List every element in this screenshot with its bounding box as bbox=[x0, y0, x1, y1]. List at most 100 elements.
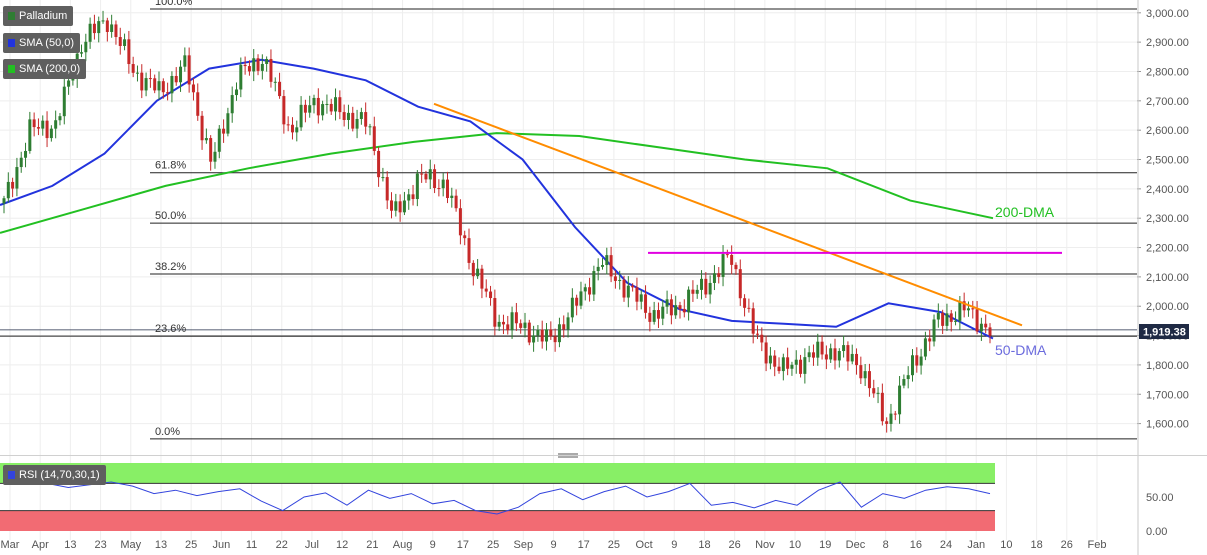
candle-body bbox=[394, 201, 398, 211]
candle-body bbox=[803, 357, 807, 374]
candle-body bbox=[308, 105, 312, 113]
rsi-panel: 0.00 50.00 bbox=[0, 463, 1174, 538]
candle-body bbox=[545, 329, 549, 342]
legend-sma200-label: SMA (200,0) bbox=[19, 63, 81, 75]
candle-body bbox=[58, 116, 62, 121]
candle-body bbox=[153, 78, 157, 91]
candle-body bbox=[842, 345, 846, 352]
x-tick-label: 24 bbox=[940, 539, 952, 551]
candle-body bbox=[243, 64, 247, 67]
candle-body bbox=[454, 195, 458, 209]
y-tick-label: 2,900.00 bbox=[1146, 37, 1189, 49]
candle-body bbox=[67, 80, 71, 87]
candle-body bbox=[123, 39, 127, 46]
candle-body bbox=[191, 84, 195, 93]
candle-body bbox=[239, 64, 243, 90]
fib-label: 38.2% bbox=[155, 261, 186, 273]
candle-body bbox=[303, 104, 307, 113]
panel-divider-handle[interactable] bbox=[558, 453, 578, 458]
candle-body bbox=[476, 268, 480, 277]
candle-body bbox=[183, 55, 187, 67]
legend-rsi[interactable]: RSI (14,70,30,1) bbox=[3, 465, 106, 485]
rsi-y-tick-label: 0.00 bbox=[1146, 526, 1167, 538]
x-tick-label: 9 bbox=[550, 539, 556, 551]
candle-body bbox=[910, 355, 914, 376]
candle-body bbox=[743, 298, 747, 308]
candle-body bbox=[235, 89, 239, 96]
candles bbox=[2, 10, 992, 433]
candle-body bbox=[11, 181, 15, 189]
candle-body bbox=[209, 138, 213, 162]
candle-body bbox=[299, 104, 303, 128]
candle-body bbox=[549, 329, 553, 337]
candle-body bbox=[588, 287, 592, 295]
candle-body bbox=[368, 126, 372, 128]
candle-body bbox=[635, 287, 639, 302]
y-tick-label: 1,700.00 bbox=[1146, 389, 1189, 401]
legend-palladium-label: Palladium bbox=[19, 10, 68, 22]
candle-body bbox=[730, 254, 734, 265]
candle-body bbox=[966, 308, 970, 311]
candle-body bbox=[837, 351, 841, 361]
candle-body bbox=[936, 312, 940, 320]
x-tick-label: Feb bbox=[1088, 539, 1107, 551]
candle-body bbox=[273, 81, 277, 83]
x-tick-label: Jun bbox=[212, 539, 230, 551]
candle-body bbox=[557, 324, 561, 343]
candle-body bbox=[170, 75, 174, 94]
candle-body bbox=[247, 66, 251, 72]
candle-body bbox=[867, 371, 871, 389]
candle-body bbox=[32, 119, 36, 128]
x-tick-label: 25 bbox=[608, 539, 620, 551]
candle-body bbox=[570, 297, 574, 318]
x-tick-label: Apr bbox=[32, 539, 49, 551]
candle-body bbox=[381, 177, 385, 179]
x-tick-label: 11 bbox=[246, 539, 257, 551]
candle-body bbox=[833, 348, 837, 361]
candle-body bbox=[519, 323, 523, 328]
candle-body bbox=[764, 342, 768, 364]
x-tick-label: 10 bbox=[789, 539, 801, 551]
palladium-swatch bbox=[8, 12, 15, 20]
candle-body bbox=[652, 310, 656, 322]
candle-body bbox=[682, 308, 686, 313]
x-tick-label: 13 bbox=[64, 539, 76, 551]
candle-body bbox=[872, 388, 876, 394]
overlay-lines bbox=[433, 102, 1062, 327]
legend-sma50-label: SMA (50,0) bbox=[19, 37, 75, 49]
candle-body bbox=[2, 198, 6, 204]
candle-body bbox=[437, 188, 441, 190]
candle-body bbox=[41, 120, 45, 129]
candle-body bbox=[906, 375, 910, 380]
candle-body bbox=[101, 20, 105, 22]
candle-body bbox=[648, 312, 652, 322]
candle-body bbox=[932, 319, 936, 342]
candle-body bbox=[45, 120, 49, 139]
candle-body bbox=[467, 238, 471, 263]
candle-body bbox=[256, 58, 260, 71]
candle-body bbox=[445, 179, 449, 199]
candle-body bbox=[351, 112, 355, 129]
candle-body bbox=[979, 323, 983, 332]
candle-body bbox=[807, 352, 811, 358]
candle-body bbox=[609, 255, 613, 277]
candle-body bbox=[200, 115, 204, 141]
candle-body bbox=[695, 289, 699, 294]
candle-body bbox=[428, 169, 432, 180]
fib-label: 100.0% bbox=[155, 0, 193, 8]
x-tick-label: 26 bbox=[729, 539, 741, 551]
candle-body bbox=[880, 392, 884, 422]
sma-lines bbox=[0, 58, 994, 340]
candle-body bbox=[962, 301, 966, 311]
legend-palladium[interactable]: Palladium bbox=[3, 6, 74, 26]
candle-body bbox=[501, 321, 505, 325]
candle-body bbox=[458, 208, 462, 236]
candle-body bbox=[36, 127, 40, 129]
legend-sma200[interactable]: SMA (200,0) bbox=[3, 59, 87, 79]
x-tick-label: 9 bbox=[430, 539, 436, 551]
rsi-swatch bbox=[8, 471, 15, 479]
candle-body bbox=[174, 75, 178, 83]
fib-label: 61.8% bbox=[155, 160, 186, 172]
legend-sma50[interactable]: SMA (50,0) bbox=[3, 33, 81, 53]
x-tick-label: 25 bbox=[185, 539, 197, 551]
